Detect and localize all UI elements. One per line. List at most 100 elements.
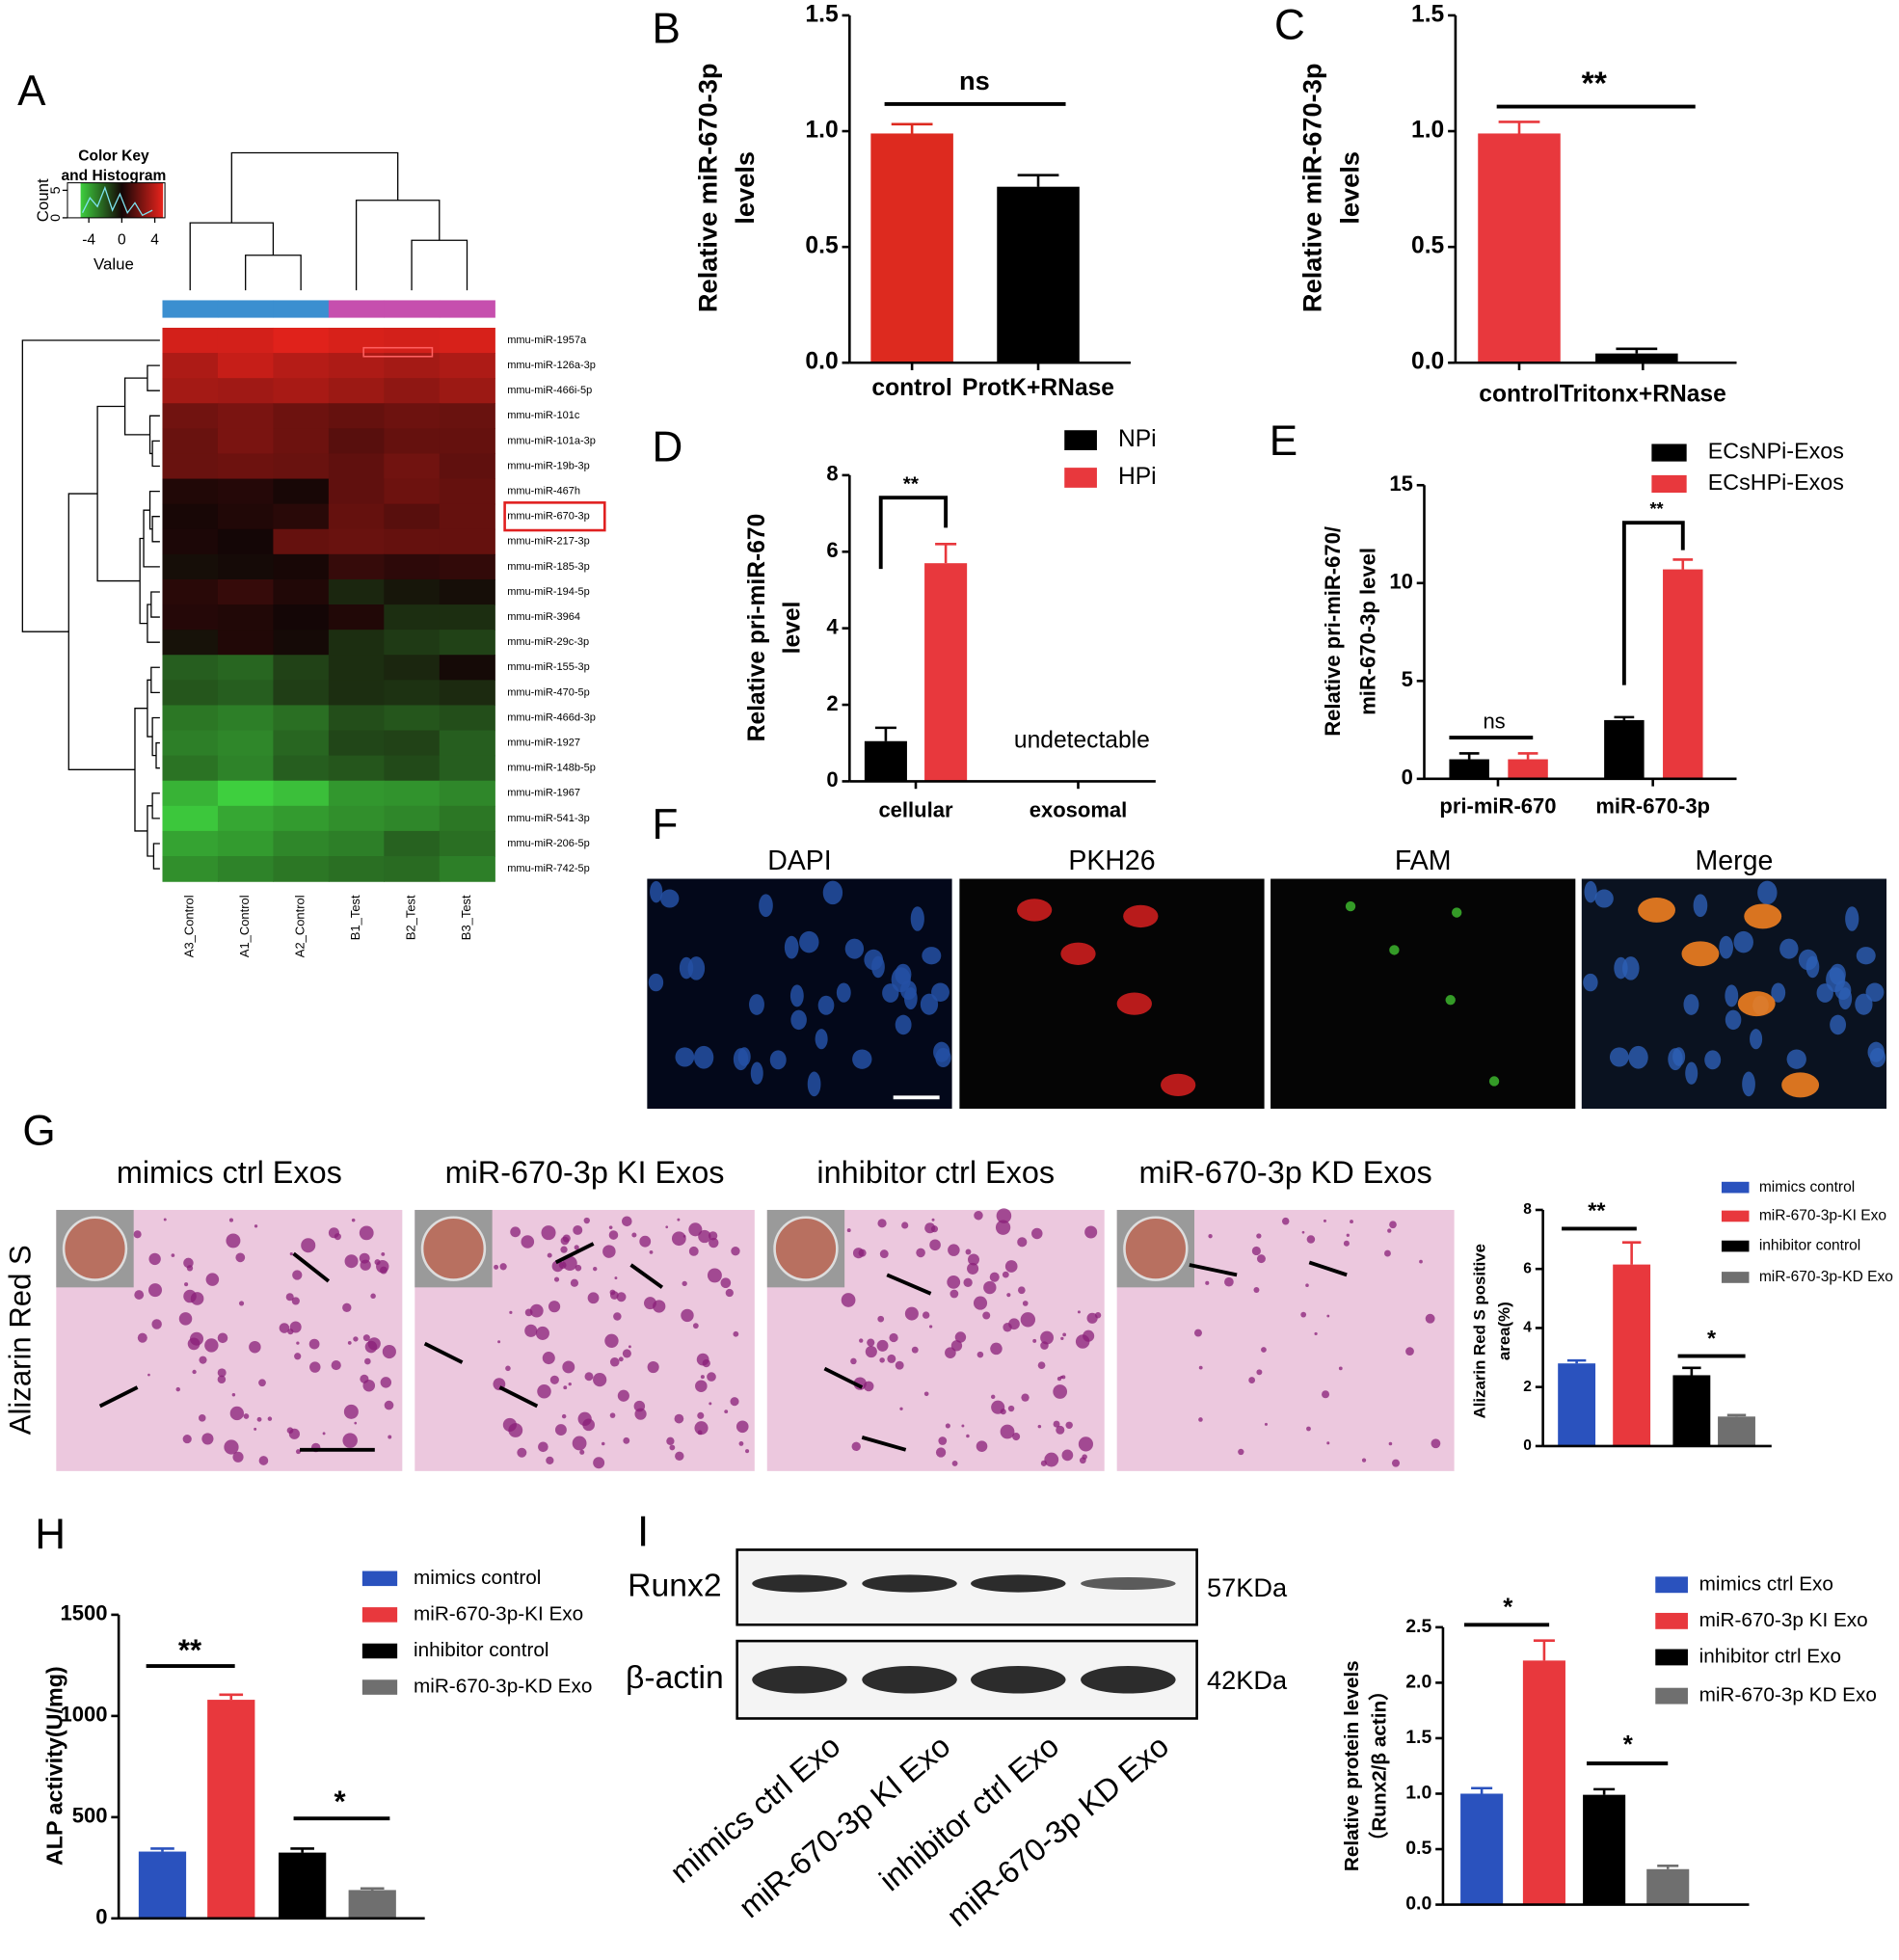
y-axis-label: Relative pri-miR-670/ xyxy=(1321,526,1345,737)
mineral-nodule xyxy=(879,1357,885,1363)
heatmap-cell xyxy=(439,705,495,732)
mineral-nodule xyxy=(1431,1438,1441,1449)
mineral-nodule xyxy=(608,1230,619,1240)
mineral-nodule xyxy=(562,1234,571,1243)
mineral-nodule xyxy=(182,1435,192,1444)
mineral-nodule xyxy=(1256,1233,1262,1239)
mineral-nodule xyxy=(1000,1424,1015,1439)
dish xyxy=(773,1216,839,1281)
nucleus xyxy=(784,935,799,959)
mineral-nodule xyxy=(1060,1336,1064,1341)
mineral-nodule xyxy=(695,1380,708,1393)
heatmap-cell xyxy=(439,453,495,480)
arrow xyxy=(554,1242,595,1265)
row-label: mmu-miR-101a-3p xyxy=(507,435,596,446)
nucleus xyxy=(675,1047,695,1067)
panel-letter: A xyxy=(17,67,46,115)
heatmap-cell xyxy=(384,805,441,832)
nucleus xyxy=(1845,906,1859,931)
mineral-nodule xyxy=(1419,1259,1423,1264)
mineral-nodule xyxy=(205,1273,220,1286)
mineral-nodule xyxy=(938,1436,948,1445)
legend-label: miR-670-3p-KD Exo xyxy=(1759,1269,1893,1285)
mineral-nodule xyxy=(647,1360,659,1374)
dendrogram xyxy=(123,377,150,436)
row-label: mmu-miR-3964 xyxy=(507,611,580,623)
nucleus xyxy=(1750,1029,1763,1050)
nucleus xyxy=(1584,880,1597,903)
heatmap-cell xyxy=(162,503,219,530)
heatmap-cell xyxy=(273,478,330,505)
mineral-nodule xyxy=(682,1280,687,1287)
row-label: mmu-miR-1957a xyxy=(507,335,587,346)
heatmap-cell xyxy=(384,730,441,757)
mineral-nodule xyxy=(568,1382,572,1386)
mineral-nodule xyxy=(967,1262,979,1275)
error-bar xyxy=(1017,174,1059,187)
mineral-nodule xyxy=(720,1277,732,1289)
error-bar xyxy=(874,726,896,741)
row-label: mmu-miR-466d-3p xyxy=(507,712,596,723)
mineral-nodule xyxy=(542,1352,555,1365)
y-tick-label: 2 xyxy=(826,691,838,715)
mineral-nodule xyxy=(217,1332,228,1344)
heatmap-cell xyxy=(273,655,330,681)
nucleus xyxy=(1683,994,1699,1015)
mineral-nodule xyxy=(151,1319,162,1329)
band xyxy=(1081,1577,1176,1590)
column-group-bar xyxy=(162,300,219,318)
mineral-nodule xyxy=(554,1424,567,1436)
mineral-nodule xyxy=(951,1460,958,1466)
mineral-nodule xyxy=(364,1340,378,1354)
y-tick-label: 4 xyxy=(1523,1320,1532,1336)
nucleus xyxy=(1865,982,1885,1002)
mineral-nodule xyxy=(1389,1221,1397,1229)
mineral-nodule xyxy=(724,1410,729,1414)
mineral-nodule xyxy=(889,1332,898,1343)
column-label: B3_Test xyxy=(459,895,473,940)
row-label: mmu-miR-1927 xyxy=(507,737,580,748)
bar xyxy=(279,1852,327,1919)
fam-signal xyxy=(1389,945,1400,955)
nucleus xyxy=(799,930,819,953)
heatmap-cell xyxy=(328,428,385,455)
mineral-nodule xyxy=(851,1441,861,1452)
mineral-nodule xyxy=(229,1406,245,1421)
mineral-nodule xyxy=(633,1400,646,1412)
heatmap-cell xyxy=(217,730,275,757)
heatmap-cell xyxy=(384,604,441,631)
column-label: B1_Test xyxy=(348,895,362,940)
mineral-nodule xyxy=(1198,1365,1203,1370)
x-tick-label: pri-miR-670 xyxy=(1439,793,1556,818)
mineral-nodule xyxy=(1083,1329,1095,1342)
nucleus xyxy=(1834,980,1852,1001)
mineral-nodule xyxy=(1037,1361,1046,1370)
arrow xyxy=(423,1341,464,1364)
mineral-nodule xyxy=(583,1217,590,1224)
heatmap-cell xyxy=(328,478,385,505)
mineral-nodule xyxy=(1281,1217,1290,1225)
mineral-nodule xyxy=(965,1248,972,1255)
nucleus xyxy=(882,983,899,1003)
mineral-nodule xyxy=(841,1293,856,1307)
annotation: ** xyxy=(178,1633,202,1667)
legend-swatch xyxy=(1721,1272,1750,1283)
mineral-nodule xyxy=(1082,1454,1087,1460)
heatmap-cell xyxy=(217,680,275,707)
error-bar xyxy=(1533,1639,1555,1661)
mineral-nodule xyxy=(342,1433,358,1448)
mineral-nodule xyxy=(928,1325,933,1329)
mineral-nodule xyxy=(1383,1249,1391,1257)
nucleus xyxy=(648,973,664,992)
mineral-nodule xyxy=(380,1377,392,1388)
mineral-nodule xyxy=(1391,1459,1401,1467)
y-tick-label: 0.5 xyxy=(1411,233,1444,259)
error-bar xyxy=(219,1693,244,1701)
mineral-nodule xyxy=(1305,1283,1309,1287)
mineral-nodule xyxy=(1032,1338,1037,1343)
mineral-nodule xyxy=(502,1417,517,1433)
mineral-nodule xyxy=(1020,1312,1036,1328)
error-bar xyxy=(1621,1241,1642,1265)
mineral-nodule xyxy=(547,1252,552,1258)
nucleus xyxy=(1725,1009,1742,1031)
